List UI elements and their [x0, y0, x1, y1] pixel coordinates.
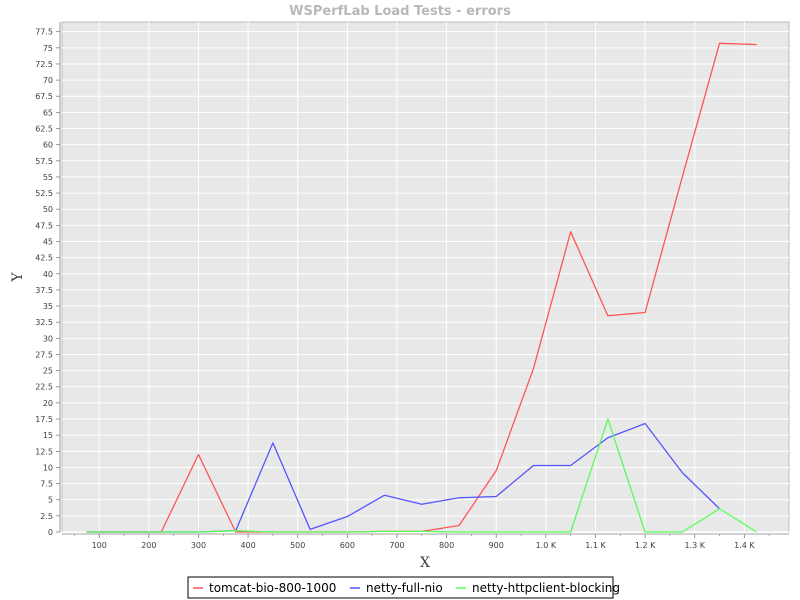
legend-item-netty-httpclient-blocking: netty-httpclient-blocking: [456, 581, 620, 595]
x-tick-label: 800: [439, 541, 454, 550]
legend: tomcat-bio-800-1000 netty-full-nio netty…: [187, 576, 620, 599]
y-tick-label: 77.5: [35, 28, 53, 37]
y-tick-label: 30: [43, 334, 53, 343]
series: [86, 42, 758, 533]
y-tick-label: 10: [43, 463, 53, 472]
x-tick-label: 100: [92, 541, 107, 550]
x-tick-label: 600: [340, 541, 355, 550]
y-axis-title: Y: [10, 272, 26, 283]
axes: [59, 22, 789, 535]
x-tick-label: 500: [290, 541, 305, 550]
y-tick-label: 17.5: [35, 415, 53, 424]
x-tick-label: 1.4 K: [734, 541, 755, 550]
legend-item-netty-full-nio: netty-full-nio: [350, 581, 443, 595]
x-axis-ticks: 100 200 300 400 500 600 700 800 900 1.0 K 1.1 K 1.2…: [74, 534, 770, 550]
x-tick-label: 1.1 K: [585, 541, 606, 550]
x-tick-label: 900: [489, 541, 504, 550]
y-tick-label: 67.5: [35, 92, 53, 101]
legend-box: [187, 576, 614, 599]
y-tick-label: 57.5: [35, 157, 53, 166]
legend-label: tomcat-bio-800-1000: [209, 581, 336, 595]
x-tick-label: 700: [389, 541, 404, 550]
x-axis-title: X: [420, 555, 430, 571]
y-tick-label: 42.5: [35, 254, 53, 263]
plot-area: [61, 21, 790, 533]
y-tick-label: 60: [43, 141, 53, 150]
y-tick-label: 62.5: [35, 125, 53, 134]
y-tick-label: 32.5: [35, 318, 53, 327]
y-tick-label: 50: [43, 205, 53, 214]
y-tick-label: 70: [43, 76, 53, 85]
y-tick-label: 5: [48, 496, 53, 505]
x-tick-label: 300: [191, 541, 206, 550]
y-tick-label: 37.5: [35, 286, 53, 295]
x-tick-label: 400: [240, 541, 255, 550]
y-tick-label: 35: [43, 302, 53, 311]
y-tick-label: 25: [43, 367, 53, 376]
y-tick-label: 7.5: [40, 480, 53, 489]
y-tick-label: 12.5: [35, 447, 53, 456]
y-tick-label: 20: [43, 399, 53, 408]
x-tick-label: 200: [141, 541, 156, 550]
legend-item-tomcat: tomcat-bio-800-1000: [193, 581, 336, 595]
legend-label: netty-full-nio: [366, 581, 443, 595]
y-tick-label: 45: [43, 237, 53, 246]
y-tick-label: 52.5: [35, 189, 53, 198]
y-axis-ticks: 02.557.51012.51517.52022.52527.53032.535…: [35, 28, 60, 537]
y-tick-label: 47.5: [35, 221, 53, 230]
series-line-netty-httpclient-blocking: [86, 418, 758, 533]
y-tick-label: 27.5: [35, 350, 53, 359]
x-tick-label: 1.3 K: [684, 541, 705, 550]
y-tick-label: 0: [48, 528, 53, 537]
legend-label: netty-httpclient-blocking: [472, 581, 620, 595]
grid: [62, 22, 789, 533]
y-tick-label: 75: [43, 44, 53, 53]
x-tick-label: 1.0 K: [536, 541, 557, 550]
y-tick-label: 72.5: [35, 60, 53, 69]
y-tick-label: 40: [43, 270, 53, 279]
y-tick-label: 15: [43, 431, 53, 440]
y-tick-label: 55: [43, 173, 53, 182]
y-tick-label: 22.5: [35, 383, 53, 392]
chart-title: WSPerfLab Load Tests - errors: [289, 4, 511, 19]
y-tick-label: 2.5: [40, 512, 53, 521]
y-tick-label: 65: [43, 108, 53, 117]
x-tick-label: 1.2 K: [635, 541, 656, 550]
